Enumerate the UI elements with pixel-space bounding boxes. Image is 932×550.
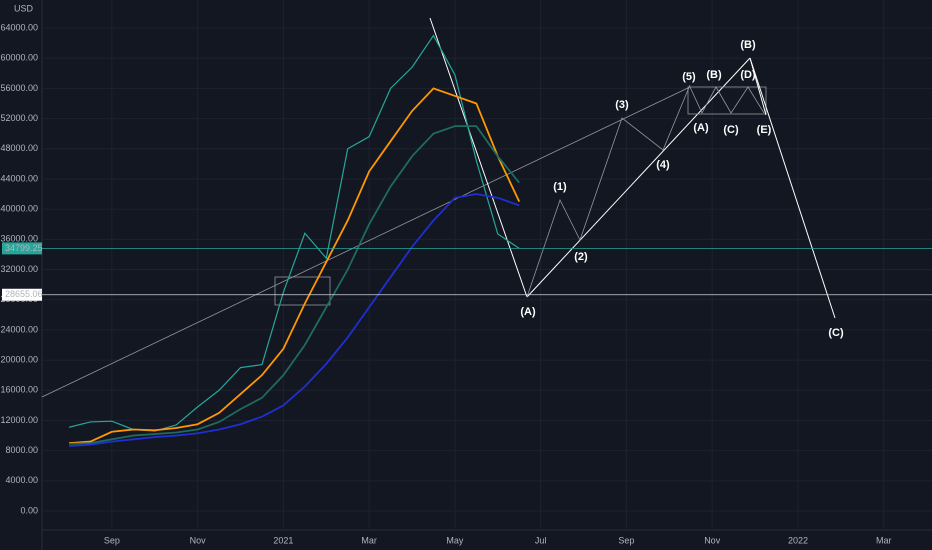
wave-label: (B) (740, 39, 756, 51)
y-tick-label: 4000.00 (5, 475, 38, 485)
wave-label: (D) (740, 69, 756, 81)
price-line (68, 193, 520, 448)
y-tick-label: 20000.00 (0, 354, 38, 364)
price-level-tag (2, 288, 42, 301)
y-tick-label: 64000.00 (0, 22, 38, 32)
x-tick-label: Sep (618, 535, 634, 545)
x-tick-label: May (446, 535, 464, 545)
wave-line (526, 57, 751, 298)
triangle-box (687, 86, 767, 115)
wave-label: (E) (757, 124, 772, 136)
y-tick-label: 52000.00 (0, 113, 38, 123)
wave-label: (4) (656, 159, 670, 171)
price-level-label: 34799.25 (5, 243, 43, 253)
y-tick-label: 60000.00 (0, 53, 38, 63)
grid (42, 0, 932, 530)
y-tick-label: 40000.00 (0, 204, 38, 214)
wave-label: (C) (828, 327, 844, 339)
x-tick-label: Jul (535, 535, 547, 545)
y-tick-label: 36000.00 (0, 234, 38, 244)
wave-label: (5) (682, 71, 696, 83)
triangle-wave (689, 86, 765, 114)
price-line (68, 87, 521, 444)
y-tick-label: 44000.00 (0, 173, 38, 183)
plot (68, 34, 521, 448)
x-tick-label: Sep (104, 535, 120, 545)
price-level-tag (2, 242, 42, 255)
x-tick-label: Nov (704, 535, 721, 545)
y-tick-label: 0.00 (20, 505, 38, 515)
price-level-label: 28655.06 (5, 289, 43, 299)
y-tick-label: 48000.00 (0, 143, 38, 153)
wave-label: (1) (553, 181, 567, 193)
x-tick-label: Nov (190, 535, 207, 545)
y-tick-label: 32000.00 (0, 264, 38, 274)
x-tick-label: 2022 (788, 535, 808, 545)
y-tick-label: 24000.00 (0, 324, 38, 334)
x-tick-label: Mar (361, 535, 377, 545)
wave-line (749, 57, 836, 319)
wave-path (526, 84, 691, 298)
wave-label: (2) (574, 251, 588, 263)
wave-label: (B) (706, 69, 722, 81)
y-tick-label: 12000.00 (0, 415, 38, 425)
wave-label: (A) (693, 122, 709, 134)
x-tick-label: 2021 (273, 535, 293, 545)
wave-label: (3) (615, 99, 629, 111)
currency-label: USD (14, 3, 34, 13)
wave-line (429, 17, 528, 298)
y-tick-label: 56000.00 (0, 83, 38, 93)
x-tick-label: Mar (876, 535, 892, 545)
price-line (68, 125, 520, 445)
trend-line (41, 86, 691, 398)
box (274, 276, 331, 306)
y-tick-label: 8000.00 (5, 445, 38, 455)
drawings (41, 17, 836, 398)
wave-label: (C) (723, 124, 739, 136)
y-tick-label: 16000.00 (0, 385, 38, 395)
wave-label: (A) (520, 306, 536, 318)
